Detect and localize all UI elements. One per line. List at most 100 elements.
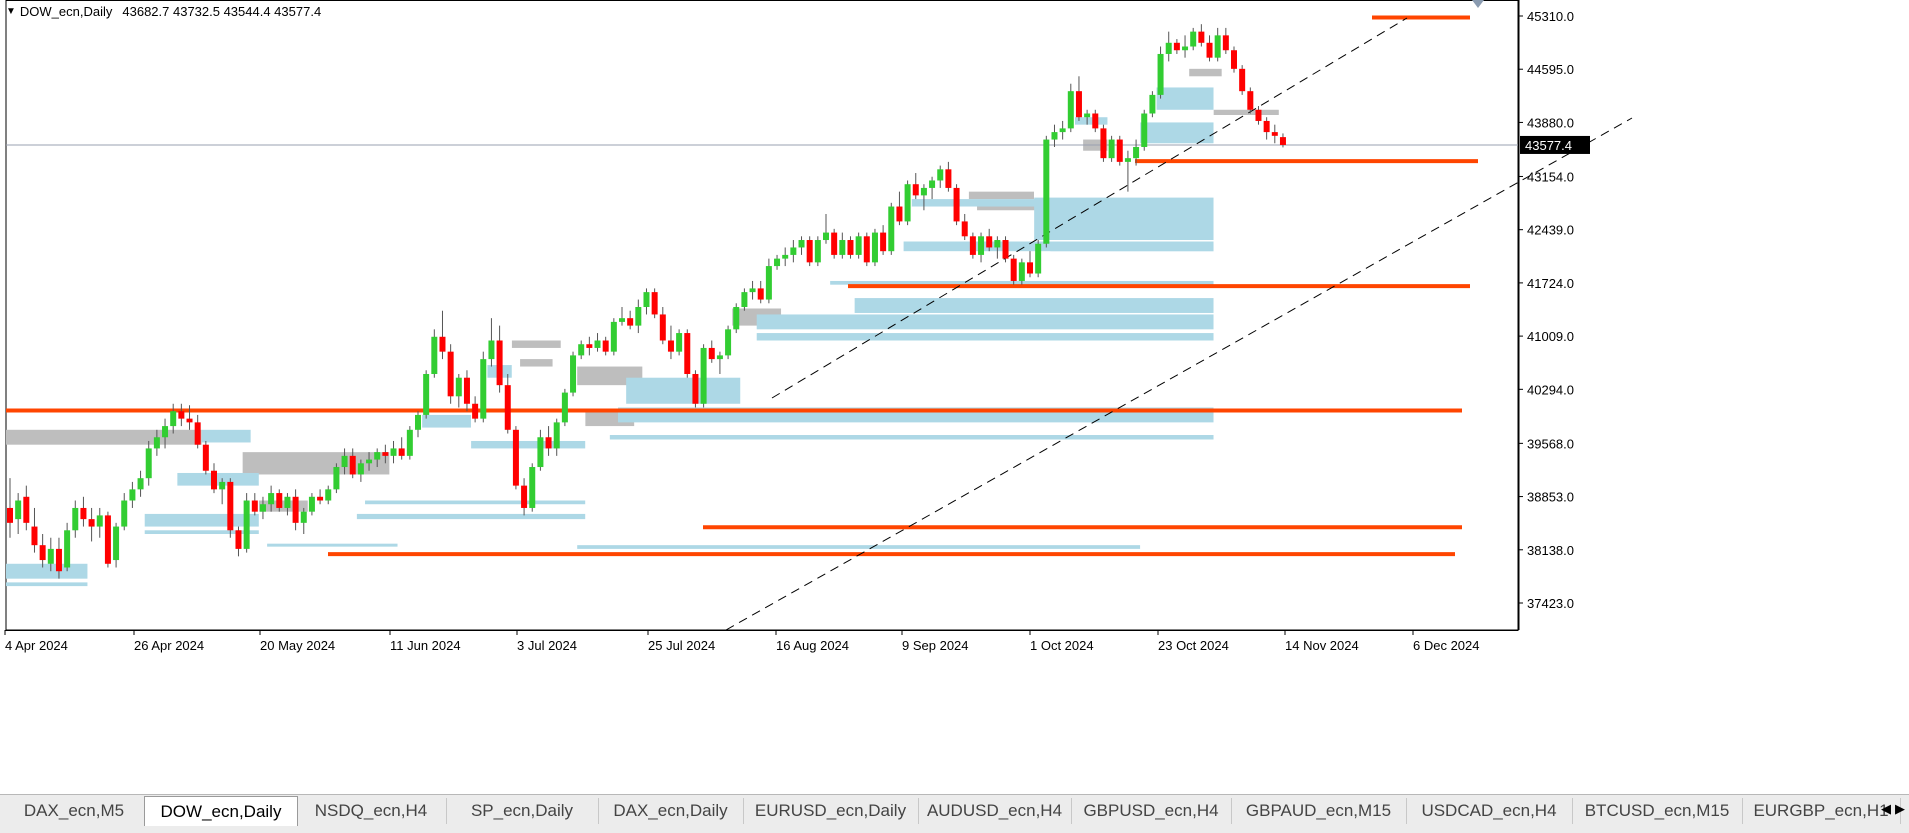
bull-candle[interactable] <box>357 463 364 475</box>
bull-candle[interactable] <box>1035 243 1042 274</box>
bull-candle[interactable] <box>145 448 152 479</box>
bull-candle[interactable] <box>162 426 169 438</box>
bear-candle[interactable] <box>439 336 446 352</box>
bear-candle[interactable] <box>667 340 674 352</box>
bear-candle[interactable] <box>1206 42 1213 58</box>
bull-candle[interactable] <box>994 240 1001 248</box>
bull-candle[interactable] <box>790 247 797 255</box>
bear-candle[interactable] <box>863 236 870 263</box>
bear-candle[interactable] <box>545 437 552 449</box>
bull-candle[interactable] <box>284 496 291 508</box>
bull-candle[interactable] <box>798 240 805 248</box>
bull-candle[interactable] <box>47 548 54 564</box>
bear-candle[interactable] <box>194 422 201 445</box>
price-chart[interactable]: 45310.0 44595.0 43880.0 43154.0 42439.0 41724… <box>0 0 1909 768</box>
bear-candle[interactable] <box>651 292 658 315</box>
bull-candle[interactable] <box>676 333 683 352</box>
bull-candle[interactable] <box>570 355 577 393</box>
bull-candle[interactable] <box>700 347 707 404</box>
bear-candle[interactable] <box>1279 137 1286 145</box>
bear-candle[interactable] <box>31 526 38 546</box>
bear-candle[interactable] <box>1092 113 1099 129</box>
bear-candle[interactable] <box>602 340 609 352</box>
bull-candle[interactable] <box>488 340 495 360</box>
bull-candle[interactable] <box>855 236 862 255</box>
bull-candle[interactable] <box>325 489 332 501</box>
bull-candle[interactable] <box>553 422 560 449</box>
bull-candle[interactable] <box>137 478 144 490</box>
bull-candle[interactable] <box>1084 113 1091 118</box>
bear-candle[interactable] <box>708 347 715 360</box>
bear-candle[interactable] <box>292 496 299 523</box>
bull-candle[interactable] <box>268 493 275 505</box>
bear-candle[interactable] <box>80 507 87 520</box>
bull-candle[interactable] <box>978 236 985 255</box>
bull-candle[interactable] <box>1067 91 1074 129</box>
bull-candle[interactable] <box>72 507 79 531</box>
bull-candle[interactable] <box>1182 46 1189 51</box>
bull-candle[interactable] <box>406 429 413 456</box>
chart-shift-marker-icon[interactable] <box>1472 0 1484 8</box>
bull-candle[interactable] <box>749 288 756 293</box>
bear-candle[interactable] <box>847 240 854 255</box>
bear-candle[interactable] <box>521 485 528 508</box>
tab-0[interactable]: DAX_ecn,M5 <box>4 798 145 824</box>
bear-candle[interactable] <box>1231 50 1237 69</box>
bear-candle[interactable] <box>896 206 903 222</box>
tab-10[interactable]: BTCUSD_ecn,M15 <box>1572 798 1743 824</box>
bull-candle[interactable] <box>904 184 911 222</box>
bull-candle[interactable] <box>121 500 128 527</box>
bull-candle[interactable] <box>308 496 315 512</box>
bear-candle[interactable] <box>447 351 454 397</box>
bear-candle[interactable] <box>1075 91 1082 118</box>
bear-candle[interactable] <box>1100 128 1107 159</box>
bear-candle[interactable] <box>1173 42 1180 51</box>
bull-candle[interactable] <box>1108 139 1115 159</box>
bull-candle[interactable] <box>537 437 544 468</box>
bear-candle[interactable] <box>398 448 405 456</box>
bull-candle[interactable] <box>15 500 22 520</box>
bull-candle[interactable] <box>1059 128 1066 133</box>
bull-candle[interactable] <box>774 258 781 267</box>
bear-candle[interactable] <box>104 515 111 564</box>
bear-candle[interactable] <box>1198 31 1205 43</box>
bear-candle[interactable] <box>55 548 62 572</box>
bear-candle[interactable] <box>831 232 838 255</box>
bull-candle[interactable] <box>480 359 487 419</box>
bear-candle[interactable] <box>627 318 634 326</box>
bear-candle[interactable] <box>969 236 976 255</box>
bull-candle[interactable] <box>1133 146 1140 159</box>
bull-candle[interactable] <box>1190 31 1197 47</box>
bear-candle[interactable] <box>684 333 691 374</box>
bull-candle[interactable] <box>431 336 438 374</box>
chart-area[interactable]: 45310.0 44595.0 43880.0 43154.0 42439.0 41724… <box>0 0 1909 768</box>
bear-candle[interactable] <box>945 169 952 188</box>
bull-candle[interactable] <box>300 511 307 523</box>
bull-candle[interactable] <box>716 355 723 360</box>
bear-candle[interactable] <box>472 403 479 419</box>
bull-candle[interactable] <box>643 292 650 308</box>
bull-candle[interactable] <box>619 318 625 322</box>
bull-candle[interactable] <box>374 452 381 460</box>
bull-candle[interactable] <box>594 340 601 348</box>
bear-candle[interactable] <box>1255 109 1262 121</box>
bull-candle[interactable] <box>153 437 160 449</box>
bull-candle[interactable] <box>219 481 226 490</box>
bear-candle[interactable] <box>806 240 813 263</box>
bear-candle[interactable] <box>39 545 46 561</box>
bull-candle[interactable] <box>561 392 568 423</box>
bull-candle[interactable] <box>455 377 462 397</box>
tab-9[interactable]: USDCAD_ecn,H4 <box>1406 798 1573 824</box>
bull-candle[interactable] <box>1157 53 1164 95</box>
bull-candle[interactable] <box>937 169 944 181</box>
bull-candle[interactable] <box>64 530 71 568</box>
bull-candle[interactable] <box>390 448 397 456</box>
bear-candle[interactable] <box>953 187 960 222</box>
bear-candle[interactable] <box>512 429 519 486</box>
bull-candle[interactable] <box>113 526 120 561</box>
bear-candle[interactable] <box>186 418 193 423</box>
bear-candle[interactable] <box>1263 120 1270 133</box>
bear-candle[interactable] <box>1239 68 1246 92</box>
bull-candle[interactable] <box>96 515 103 527</box>
bull-candle[interactable] <box>423 373 430 415</box>
